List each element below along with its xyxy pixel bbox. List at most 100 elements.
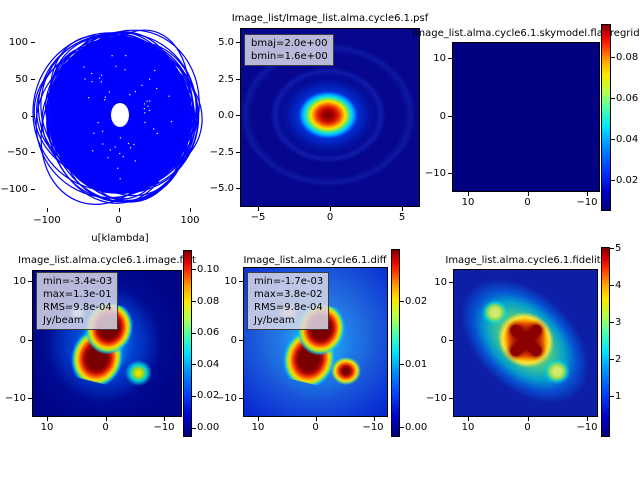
skymodel-ytick-labels: 10 0 −10	[418, 53, 446, 179]
tick-mark	[316, 417, 317, 421]
skymodel-ytick-marks	[448, 58, 452, 174]
tick-mark	[239, 398, 243, 399]
uv-xtick-label: 100	[180, 215, 200, 226]
annotation-line: bmaj=2.0e+00	[251, 38, 328, 49]
img-ytick-label: 10	[13, 276, 26, 287]
fid-xtick-label: 0	[524, 422, 531, 433]
uv-xtick-marks	[47, 208, 191, 212]
fidelity-colorbar-labels: 5 4 3 2 1	[615, 243, 635, 402]
uv-ytick-label: 100	[8, 37, 28, 48]
diff-xtick-label: 10	[251, 422, 265, 433]
cbar-tick-label: 0.00	[405, 422, 428, 433]
uv-xtick-label: 0	[115, 215, 122, 226]
fidelity-xtick-labels: 10 0 −10	[451, 422, 604, 433]
psf-ytick-label: 2.5	[218, 73, 234, 85]
tick-mark	[236, 42, 240, 43]
cbar-tick-label: 0.06	[197, 327, 220, 339]
sky-ytick-label: 0	[439, 110, 446, 122]
tick-mark	[192, 269, 196, 270]
tick-mark	[164, 417, 165, 421]
diff-xtick-marks	[258, 417, 375, 421]
tick-mark	[192, 332, 196, 334]
tick-mark	[258, 417, 259, 421]
cbar-tick-label: 3	[615, 317, 622, 328]
tick-mark	[468, 417, 469, 421]
cbar-tick-label: 0.10	[197, 264, 220, 275]
psf-ytick-marks	[236, 42, 240, 189]
tick-mark	[105, 417, 107, 421]
diff-compact-spot	[331, 357, 361, 385]
fidelity-ytick-labels: 10 0 −10	[419, 277, 447, 404]
psf-xtick-label: 0	[326, 212, 334, 223]
diff-title: Image_list.alma.cycle6.1.diff	[243, 255, 387, 266]
cbar-tick-label: 0.08	[197, 295, 220, 307]
psf-xtick-labels: −5 0 5	[241, 212, 419, 223]
annotation-line: min=-3.4e-03	[43, 276, 113, 287]
psf-annotation: bmaj=2.0e+00 bmin=1.6e+00	[244, 34, 334, 66]
tick-mark	[610, 285, 614, 286]
image-flat-companion-dot	[125, 360, 152, 386]
cbar-tick-label: 0.04	[197, 358, 220, 370]
uv-ytick-label: 0	[21, 110, 28, 122]
tick-mark	[192, 364, 196, 366]
skymodel-colorbar-labels: 0.08 0.06 0.04 0.02	[616, 52, 640, 186]
diff-ytick-marks	[239, 281, 243, 399]
cbar-tick-label: 1	[615, 391, 622, 402]
image-flat-colorbar-tick-marks	[192, 269, 196, 429]
uv-ytick-marks	[31, 42, 35, 190]
tick-mark	[611, 98, 615, 99]
tick-mark	[611, 139, 615, 140]
cbar-tick-label: 5	[615, 243, 622, 254]
tick-mark	[28, 281, 32, 282]
tick-mark	[468, 192, 469, 196]
annotation-line: max=1.3e-01	[43, 289, 112, 300]
tick-mark	[236, 78, 240, 80]
tick-mark	[610, 359, 614, 360]
uv-ytick-label: −50	[6, 147, 28, 159]
tick-mark	[527, 192, 529, 196]
image-flat-ytick-marks	[28, 281, 32, 399]
psf-title: Image_list/Image_list.alma.cycle6.1.psf	[231, 13, 429, 24]
sky-ytick-label: 10	[433, 53, 446, 64]
psf-ytick-label: 5.0	[218, 37, 234, 48]
fid-ytick-label: 10	[434, 277, 447, 288]
annotation-line: Jy/beam	[43, 315, 84, 326]
tick-mark	[47, 417, 48, 421]
tick-mark	[236, 115, 240, 116]
diff-xtick-labels: 10 0 −10	[241, 422, 390, 433]
fid-ytick-label: −10	[425, 393, 447, 404]
tick-mark	[192, 427, 196, 429]
tick-mark	[448, 115, 452, 117]
sky-xtick-label: 0	[524, 197, 531, 208]
diff-colorbar-labels: 0.02 0.01 0.00	[405, 296, 433, 433]
annotation-line: RMS=9.8e-04	[254, 302, 323, 313]
sky-xtick-label: 10	[461, 197, 475, 208]
img-xtick-label: −10	[153, 422, 175, 433]
diff-ytick-label: 0	[230, 334, 237, 346]
annotation-line: bmin=1.6e+00	[251, 51, 328, 62]
tick-mark	[31, 115, 35, 117]
fidelity-end-knob-lower	[544, 359, 570, 384]
tick-mark	[448, 173, 452, 174]
image-flat-colorbar-labels: 0.10 0.08 0.06 0.04 0.02 0.00	[197, 264, 225, 433]
image-flat-xtick-marks	[47, 417, 165, 421]
tick-mark	[239, 281, 243, 282]
diff-ytick-labels: 10 0 −10	[209, 276, 237, 404]
uv-ytick-label: 50	[15, 73, 28, 85]
uv-xtick-labels: −100 0 100	[30, 215, 207, 226]
image-flat-xtick-labels: 10 0 −10	[30, 422, 181, 433]
skymodel-colorbar-tick-marks	[611, 57, 615, 181]
uv-ytick-labels: 100 50 0 −50 −100	[0, 37, 28, 195]
img-xtick-label: 10	[40, 422, 54, 433]
fidelity-title: Image_list.alma.cycle6.1.fidelity	[445, 255, 607, 266]
fid-xtick-label: −10	[576, 422, 598, 433]
cbar-tick-label: 0.02	[616, 175, 639, 186]
tick-mark	[448, 58, 452, 59]
sky-xtick-label: −10	[576, 197, 598, 208]
psf-xtick-label: −5	[250, 212, 266, 223]
psf-ytick-label: −5.0	[209, 183, 234, 194]
tick-mark	[610, 322, 614, 323]
tick-mark	[31, 78, 35, 80]
tick-mark	[449, 282, 453, 283]
